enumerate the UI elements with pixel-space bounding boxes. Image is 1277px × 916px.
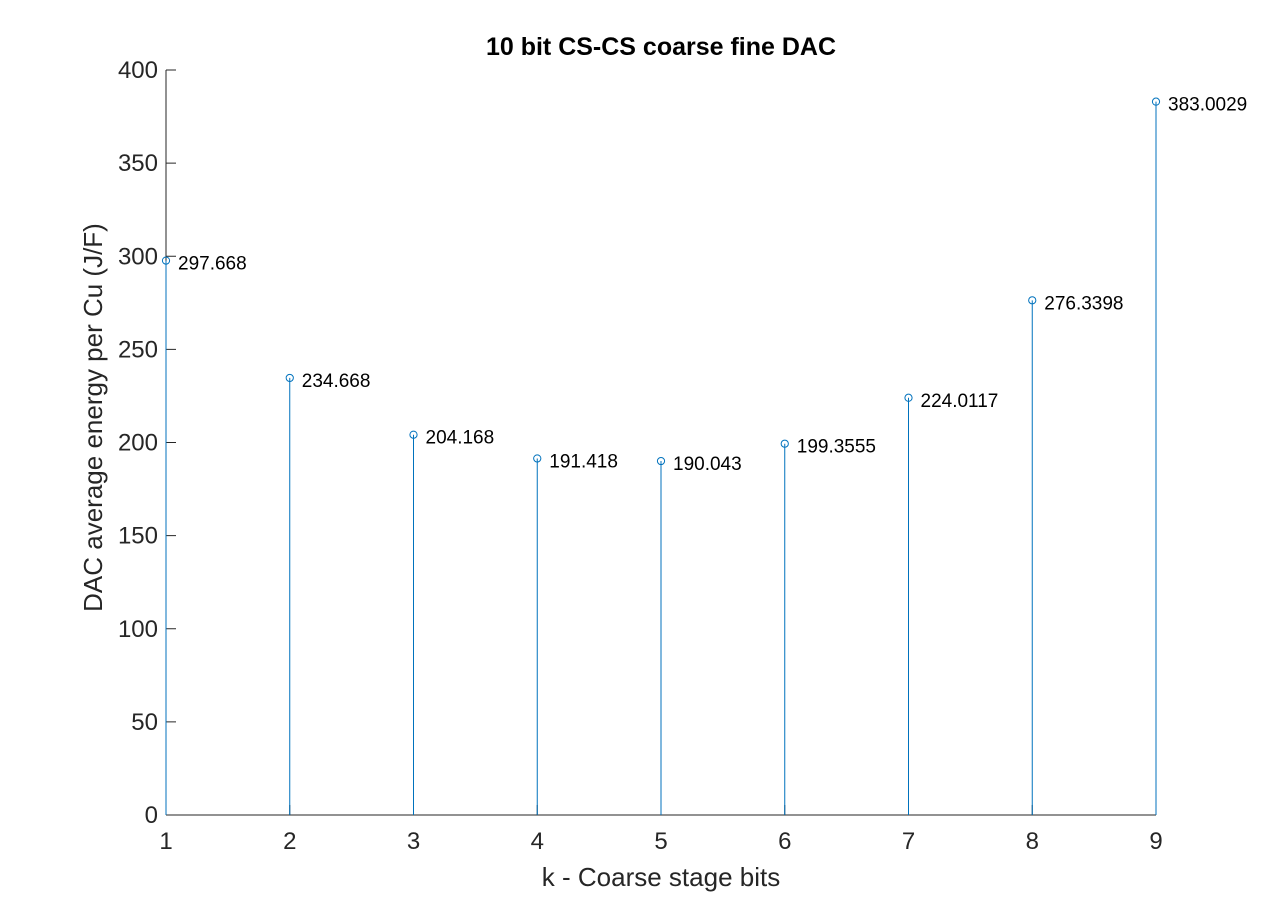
y-tick-label: 50	[131, 709, 158, 736]
stem-marker	[1151, 97, 1161, 106]
x-tick-label: 1	[159, 828, 172, 855]
x-tick-label: 7	[902, 828, 915, 855]
data-label: 191.418	[549, 451, 618, 472]
stem-marker	[533, 454, 542, 463]
x-tick-label: 2	[283, 828, 296, 855]
x-axis-title: k - Coarse stage bits	[542, 862, 780, 892]
stem-marker	[780, 439, 789, 448]
axes: 1 2 3 4 5 6 7 8 9 0 50 100 150 200 250 300 350 400	[118, 57, 1163, 855]
data-label: 276.3398	[1044, 293, 1123, 314]
stem-marker	[285, 373, 294, 383]
y-tick-label: 150	[118, 523, 158, 550]
y-tick-label: 0	[145, 802, 158, 829]
data-label: 224.0117	[921, 391, 999, 412]
y-tick-label: 300	[118, 243, 158, 270]
stem-marker	[161, 256, 171, 265]
x-tick-label: 9	[1149, 828, 1162, 855]
data-label: 383.0029	[1168, 95, 1247, 116]
x-tick-label: 8	[1026, 828, 1039, 855]
data-label: 204.168	[426, 428, 495, 449]
x-tick-label: 4	[531, 828, 544, 855]
x-tick-label: 3	[407, 828, 420, 855]
data-label: 190.043	[673, 454, 742, 475]
y-tick-label: 100	[118, 616, 158, 643]
data-label: 234.668	[302, 371, 371, 392]
x-tick-label: 6	[778, 828, 791, 855]
y-tick-label: 250	[118, 336, 158, 363]
y-tick-label: 350	[118, 150, 158, 177]
stem-marker	[1028, 296, 1037, 305]
stem-marker	[409, 430, 418, 439]
stem-marker	[656, 456, 666, 466]
y-tick-label: 400	[118, 57, 158, 84]
data-labels-group: 297.668 234.668 204.168 191.418 190.043 199.3…	[178, 95, 1247, 475]
stem-marker	[904, 393, 913, 402]
y-tick-label: 200	[118, 430, 158, 457]
y-axis-title: DAC average energy per Cu (J/F)	[78, 223, 108, 612]
data-label: 199.3555	[797, 437, 876, 458]
chart-title: 10 bit CS-CS coarse fine DAC	[486, 33, 836, 61]
stems-group	[161, 97, 1161, 815]
x-tick-label: 5	[654, 828, 667, 855]
data-label: 297.668	[178, 254, 247, 275]
